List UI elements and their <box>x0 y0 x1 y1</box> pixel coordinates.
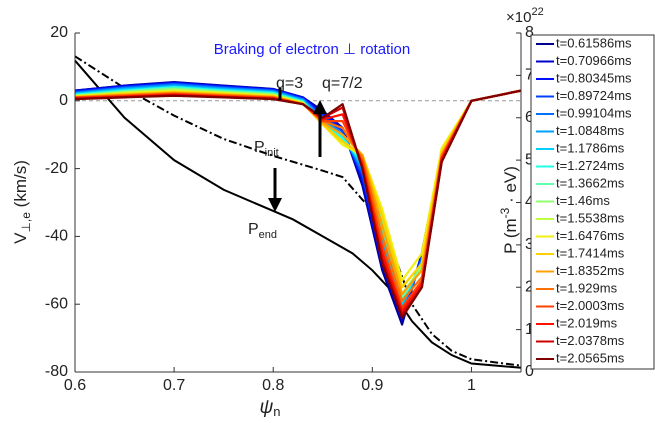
series-line <box>74 83 522 313</box>
y2-tick-label: 6 <box>525 109 534 126</box>
pressure-line <box>74 59 522 369</box>
series-line <box>74 89 522 289</box>
legend-label: t=2.0565ms <box>556 350 625 365</box>
series-line <box>74 89 522 316</box>
legend-label: t=1.0848ms <box>556 123 625 138</box>
legend-label: t=1.5538ms <box>556 210 625 225</box>
arrow-head <box>313 100 327 114</box>
y-tick-label: 20 <box>50 24 68 41</box>
y2-tick-label: 8 <box>525 24 534 41</box>
legend-label: t=1.2724ms <box>556 158 625 173</box>
series-line <box>74 81 522 323</box>
pressure-line <box>74 55 522 367</box>
annotation: q=3 <box>276 75 303 92</box>
legend-label: t=0.89724ms <box>556 88 632 103</box>
x-tick-label: 0.6 <box>64 377 86 394</box>
y-axis-label: V⊥,e (km/s) <box>11 160 33 244</box>
series-line <box>74 86 522 302</box>
axis-multiplier: 22 <box>531 6 543 18</box>
plot-area: -80 -60 -40 -20 0 20 0 1 2 3 4 5 6 7 8 0.6 0.7 0.8 0.9 1 <box>45 24 534 394</box>
annotation: end <box>259 229 277 241</box>
series-line <box>74 89 522 319</box>
series-line <box>74 89 522 302</box>
x-tick-label: 1 <box>467 377 476 394</box>
legend-label: t=0.61586ms <box>556 35 632 50</box>
y-tick-label: -40 <box>45 228 68 245</box>
legend-label: t=2.0378ms <box>556 333 625 348</box>
x-tick-label: 0.9 <box>361 377 383 394</box>
legend: t=0.61586ms t=0.70966ms t=0.80345ms t=0.897… <box>536 35 632 365</box>
y-tick-label: -20 <box>45 160 68 177</box>
series-line <box>74 82 522 319</box>
y2-tick-label: 2 <box>525 278 534 295</box>
axis-multiplier: ×1022 <box>506 6 544 26</box>
legend-label: t=0.99104ms <box>556 105 632 120</box>
y-axis-label: ⊥,e <box>19 212 33 233</box>
y2-tick-label: 4 <box>525 194 534 211</box>
y2-tick-label: 1 <box>525 321 534 338</box>
y-axis-label: V <box>11 232 30 244</box>
legend-label: t=1.6476ms <box>556 228 625 243</box>
series-line <box>74 81 522 326</box>
y2-tick-label: 0 <box>525 363 534 380</box>
arrows <box>268 88 327 212</box>
annotation: q=7/2 <box>322 75 363 92</box>
x-tick-label: 0.8 <box>262 377 284 394</box>
legend-label: t=1.46ms <box>556 193 610 208</box>
series-line <box>74 88 522 296</box>
series-line <box>74 87 522 299</box>
y2-tick-label: 7 <box>525 67 534 84</box>
annotation: P <box>248 221 259 238</box>
annotation: Pinit <box>254 139 279 159</box>
legend-label: t=2.019ms <box>556 315 618 330</box>
series-line <box>74 89 522 296</box>
series-line <box>74 89 522 313</box>
y-tick-label: -60 <box>45 295 68 312</box>
x-axis-label: ψ <box>259 397 273 418</box>
series-line <box>74 85 522 306</box>
y-axis-label: (km/s) <box>11 160 30 212</box>
axis-multiplier: ×10 <box>506 9 531 26</box>
y2-axis-label: · eV) <box>501 166 520 208</box>
annotation: P <box>254 139 265 156</box>
legend-label: t=1.1786ms <box>556 140 625 155</box>
x-tick-label: 0.7 <box>163 377 185 394</box>
series-line <box>74 82 522 316</box>
x-axis-label: n <box>273 404 280 419</box>
y-tick-label: -80 <box>45 363 68 380</box>
y2-tick-label: 5 <box>525 151 534 168</box>
arrow-head <box>268 198 282 212</box>
y2-axis-label: P (m-3 · eV) <box>498 166 520 254</box>
x-axis-label: ψn <box>259 397 280 419</box>
legend-label: t=1.7414ms <box>556 245 625 260</box>
legend-label: t=0.80345ms <box>556 70 632 85</box>
legend-label: t=2.0003ms <box>556 298 625 313</box>
legend-label: t=1.8352ms <box>556 263 625 278</box>
annotation: init <box>265 147 279 159</box>
series-line <box>74 89 522 282</box>
legend-label: t=1.929ms <box>556 280 618 295</box>
series-line <box>74 89 522 289</box>
legend-label: t=0.70966ms <box>556 53 632 68</box>
y2-tick-label: 3 <box>525 236 534 253</box>
y2-axis-label: -3 <box>498 207 512 218</box>
series-line <box>74 84 522 309</box>
legend-label: t=1.3662ms <box>556 175 625 190</box>
annotation: Pend <box>248 221 277 241</box>
y2-axis-label: P (m <box>501 218 520 254</box>
chart-title: Braking of electron ⊥ rotation <box>214 41 411 58</box>
y-tick-label: 0 <box>59 92 68 109</box>
series-line <box>74 89 522 309</box>
